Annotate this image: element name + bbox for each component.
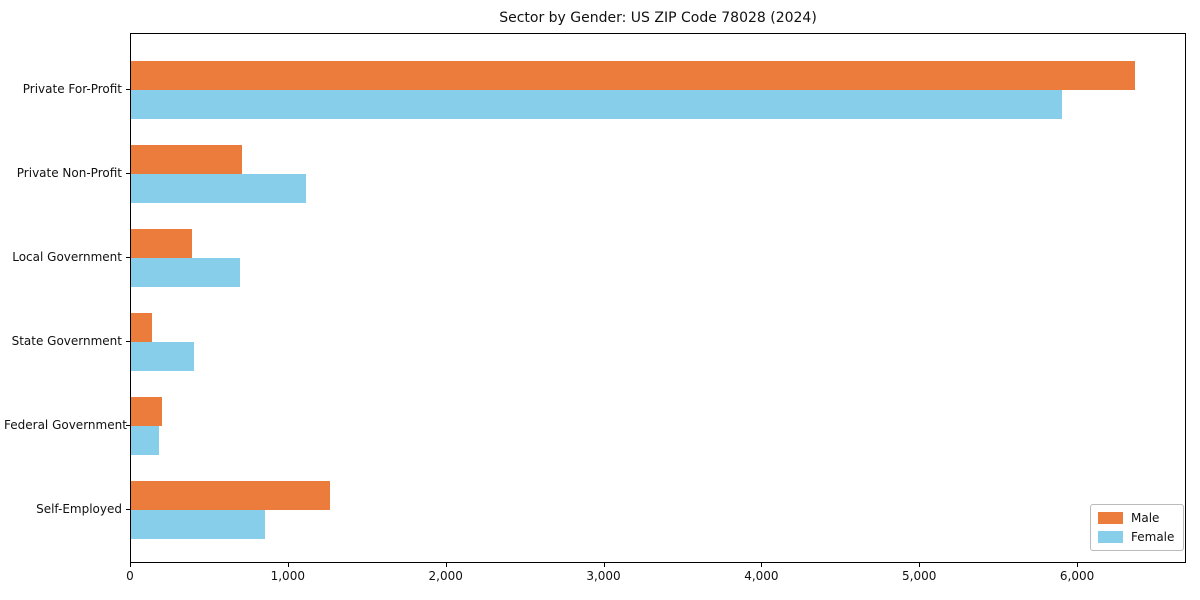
x-tick-mark bbox=[603, 563, 605, 567]
bar-female-private-non-profit bbox=[131, 174, 307, 203]
bar-female-federal-government bbox=[131, 426, 160, 455]
female-series-swatch bbox=[1098, 531, 1123, 543]
y-tick-mark bbox=[126, 173, 130, 174]
bar-male-private-for-profit bbox=[131, 61, 1135, 90]
x-tick-mark bbox=[445, 563, 447, 567]
x-tick-mark bbox=[761, 563, 763, 567]
y-tick-label: Local Government bbox=[12, 250, 122, 264]
bar-male-state-government bbox=[131, 313, 152, 342]
legend-label-male: Male bbox=[1131, 511, 1160, 525]
bar-female-private-for-profit bbox=[131, 90, 1063, 119]
x-tick-mark bbox=[287, 563, 289, 567]
x-tick-label: 6,000 bbox=[1059, 569, 1095, 583]
bar-male-federal-government bbox=[131, 397, 162, 426]
plot-area bbox=[130, 33, 1186, 563]
y-tick-mark bbox=[126, 509, 130, 510]
bar-male-private-non-profit bbox=[131, 145, 242, 174]
bar-male-self-employed bbox=[131, 481, 330, 510]
x-tick-label: 0 bbox=[126, 569, 134, 583]
legend: Male Female bbox=[1090, 504, 1184, 551]
y-tick-mark bbox=[126, 257, 130, 258]
y-tick-label: Private Non-Profit bbox=[16, 166, 122, 180]
y-tick-label: Federal Government bbox=[4, 418, 127, 432]
x-tick-mark bbox=[919, 563, 921, 567]
legend-item-female: Female bbox=[1098, 530, 1176, 544]
y-tick-label: State Government bbox=[11, 334, 122, 348]
legend-label-female: Female bbox=[1131, 530, 1175, 544]
x-tick-label: 4,000 bbox=[744, 569, 779, 583]
y-tick-mark bbox=[126, 341, 130, 342]
x-tick-label: 2,000 bbox=[428, 569, 463, 583]
x-tick-mark bbox=[1077, 563, 1079, 567]
bar-male-local-government bbox=[131, 229, 192, 258]
x-tick-mark bbox=[130, 563, 131, 567]
bar-female-state-government bbox=[131, 342, 195, 371]
x-tick-label: 3,000 bbox=[586, 569, 621, 583]
chart-title: Sector by Gender: US ZIP Code 78028 (202… bbox=[499, 10, 817, 26]
bar-female-local-government bbox=[131, 258, 240, 287]
y-tick-mark bbox=[126, 89, 130, 90]
y-tick-label: Private For-Profit bbox=[22, 82, 122, 96]
x-tick-label: 1,000 bbox=[270, 569, 305, 583]
y-tick-label: Self-Employed bbox=[36, 502, 122, 516]
male-series-swatch bbox=[1098, 512, 1123, 524]
y-tick-mark bbox=[126, 425, 130, 426]
bar-female-self-employed bbox=[131, 510, 266, 539]
x-tick-label: 5,000 bbox=[902, 569, 937, 583]
legend-item-male: Male bbox=[1098, 511, 1176, 525]
